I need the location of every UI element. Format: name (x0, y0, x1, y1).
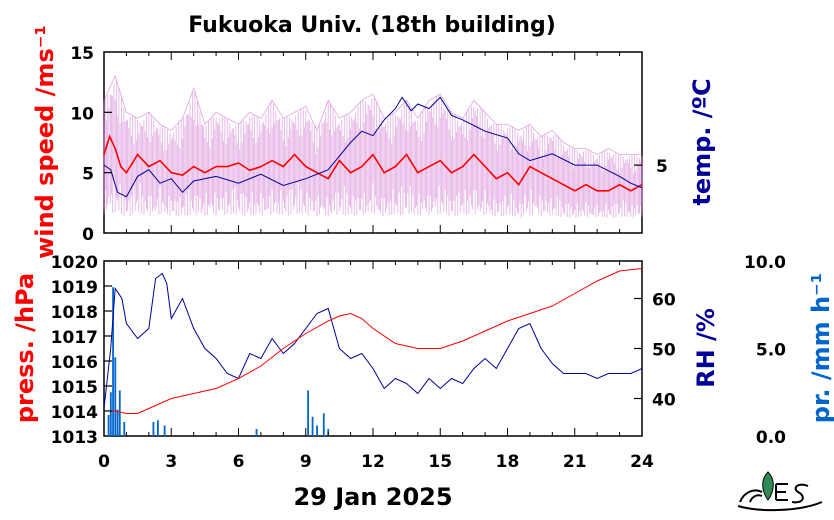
date-label: 29 Jan 2025 (293, 483, 452, 511)
pressure-tick-label: 1017 (51, 328, 98, 348)
precip-bar (322, 413, 325, 436)
time-tick-label: 24 (630, 452, 654, 472)
rh-tick-label: 60 (652, 291, 676, 311)
precip-bar (307, 390, 309, 436)
pressure-rh-precip-panel: 101310141015101610171018101910204050600.… (11, 253, 834, 472)
pressure-tick-label: 1015 (51, 378, 98, 398)
precip-tick-label: 0.0 (756, 428, 786, 448)
humidity-layer (103, 272, 643, 409)
precip-bar (118, 390, 121, 436)
temperature-layer (103, 96, 643, 198)
wind-tick-label: 10 (70, 104, 94, 124)
pressure-axis-label: press. /hPa (11, 273, 39, 423)
time-tick-label: 3 (165, 452, 177, 472)
wind-tick-label: 15 (70, 44, 94, 64)
time-tick-label: 9 (300, 452, 312, 472)
pressure-tick-label: 1016 (51, 353, 98, 373)
wind-gust-line (103, 74, 642, 156)
time-tick-label: 12 (361, 452, 385, 472)
precip-tick-label: 5.0 (756, 341, 786, 361)
top-ticks: 0 5 10 15 5 (70, 44, 668, 245)
precip-bar (316, 425, 318, 436)
wind-axis-label: wind speed /ms⁻¹ (31, 25, 59, 259)
pressure-tick-label: 1018 (51, 303, 98, 323)
precip-bar (114, 357, 117, 436)
logo-mark (737, 471, 823, 512)
wind-tick-label: 5 (82, 165, 94, 185)
rh-axis-label: RH /% (692, 308, 720, 388)
temp-tick-label: 5 (656, 157, 668, 177)
precip-bar (107, 415, 110, 436)
precip-bar (109, 392, 112, 436)
time-tick-label: 18 (496, 452, 520, 472)
wind-temp-panel: 0 5 10 15 5 wind speed /ms⁻¹ temp. /ºC (31, 25, 716, 259)
rh-tick-label: 50 (652, 341, 676, 361)
precip-tick-label: 10.0 (744, 253, 786, 273)
wind-tick-label: 0 (82, 225, 94, 245)
precip-bar (157, 420, 159, 436)
precip-bar (163, 425, 166, 436)
pressure-layer (104, 268, 643, 414)
temperature-line (103, 96, 643, 198)
precip-bar (123, 422, 126, 436)
pressure-tick-label: 1019 (51, 278, 98, 298)
precip-bar (311, 416, 314, 436)
time-tick-label: 15 (428, 452, 452, 472)
wind-gust-layer (103, 74, 643, 218)
precip-axis-label: pr. /mm h⁻¹ (807, 273, 834, 423)
time-tick-label: 6 (233, 452, 245, 472)
temp-axis-label: temp. /ºC (688, 78, 716, 205)
rh-tick-label: 40 (652, 391, 676, 411)
precip-bar (112, 287, 114, 436)
wind-mean-line (103, 134, 643, 192)
precip-bar (255, 429, 258, 436)
time-tick-label: 0 (98, 452, 110, 472)
pressure-tick-label: 1013 (51, 428, 98, 448)
pressure-tick-label: 1020 (51, 253, 98, 273)
precipitation-layer (107, 287, 330, 436)
bottom-panel-frame (103, 260, 643, 437)
precip-bar (116, 409, 119, 436)
chart-title: Fukuoka Univ. (18th building) (188, 13, 556, 38)
precip-bar (152, 422, 155, 436)
pressure-tick-label: 1014 (51, 403, 98, 423)
time-tick-label: 21 (563, 452, 587, 472)
wind-mean-layer (103, 134, 643, 192)
bottom-ticks: 101310141015101610171018101910204050600.… (51, 253, 786, 472)
pressure-line (104, 268, 643, 414)
humidity-line (103, 272, 643, 409)
